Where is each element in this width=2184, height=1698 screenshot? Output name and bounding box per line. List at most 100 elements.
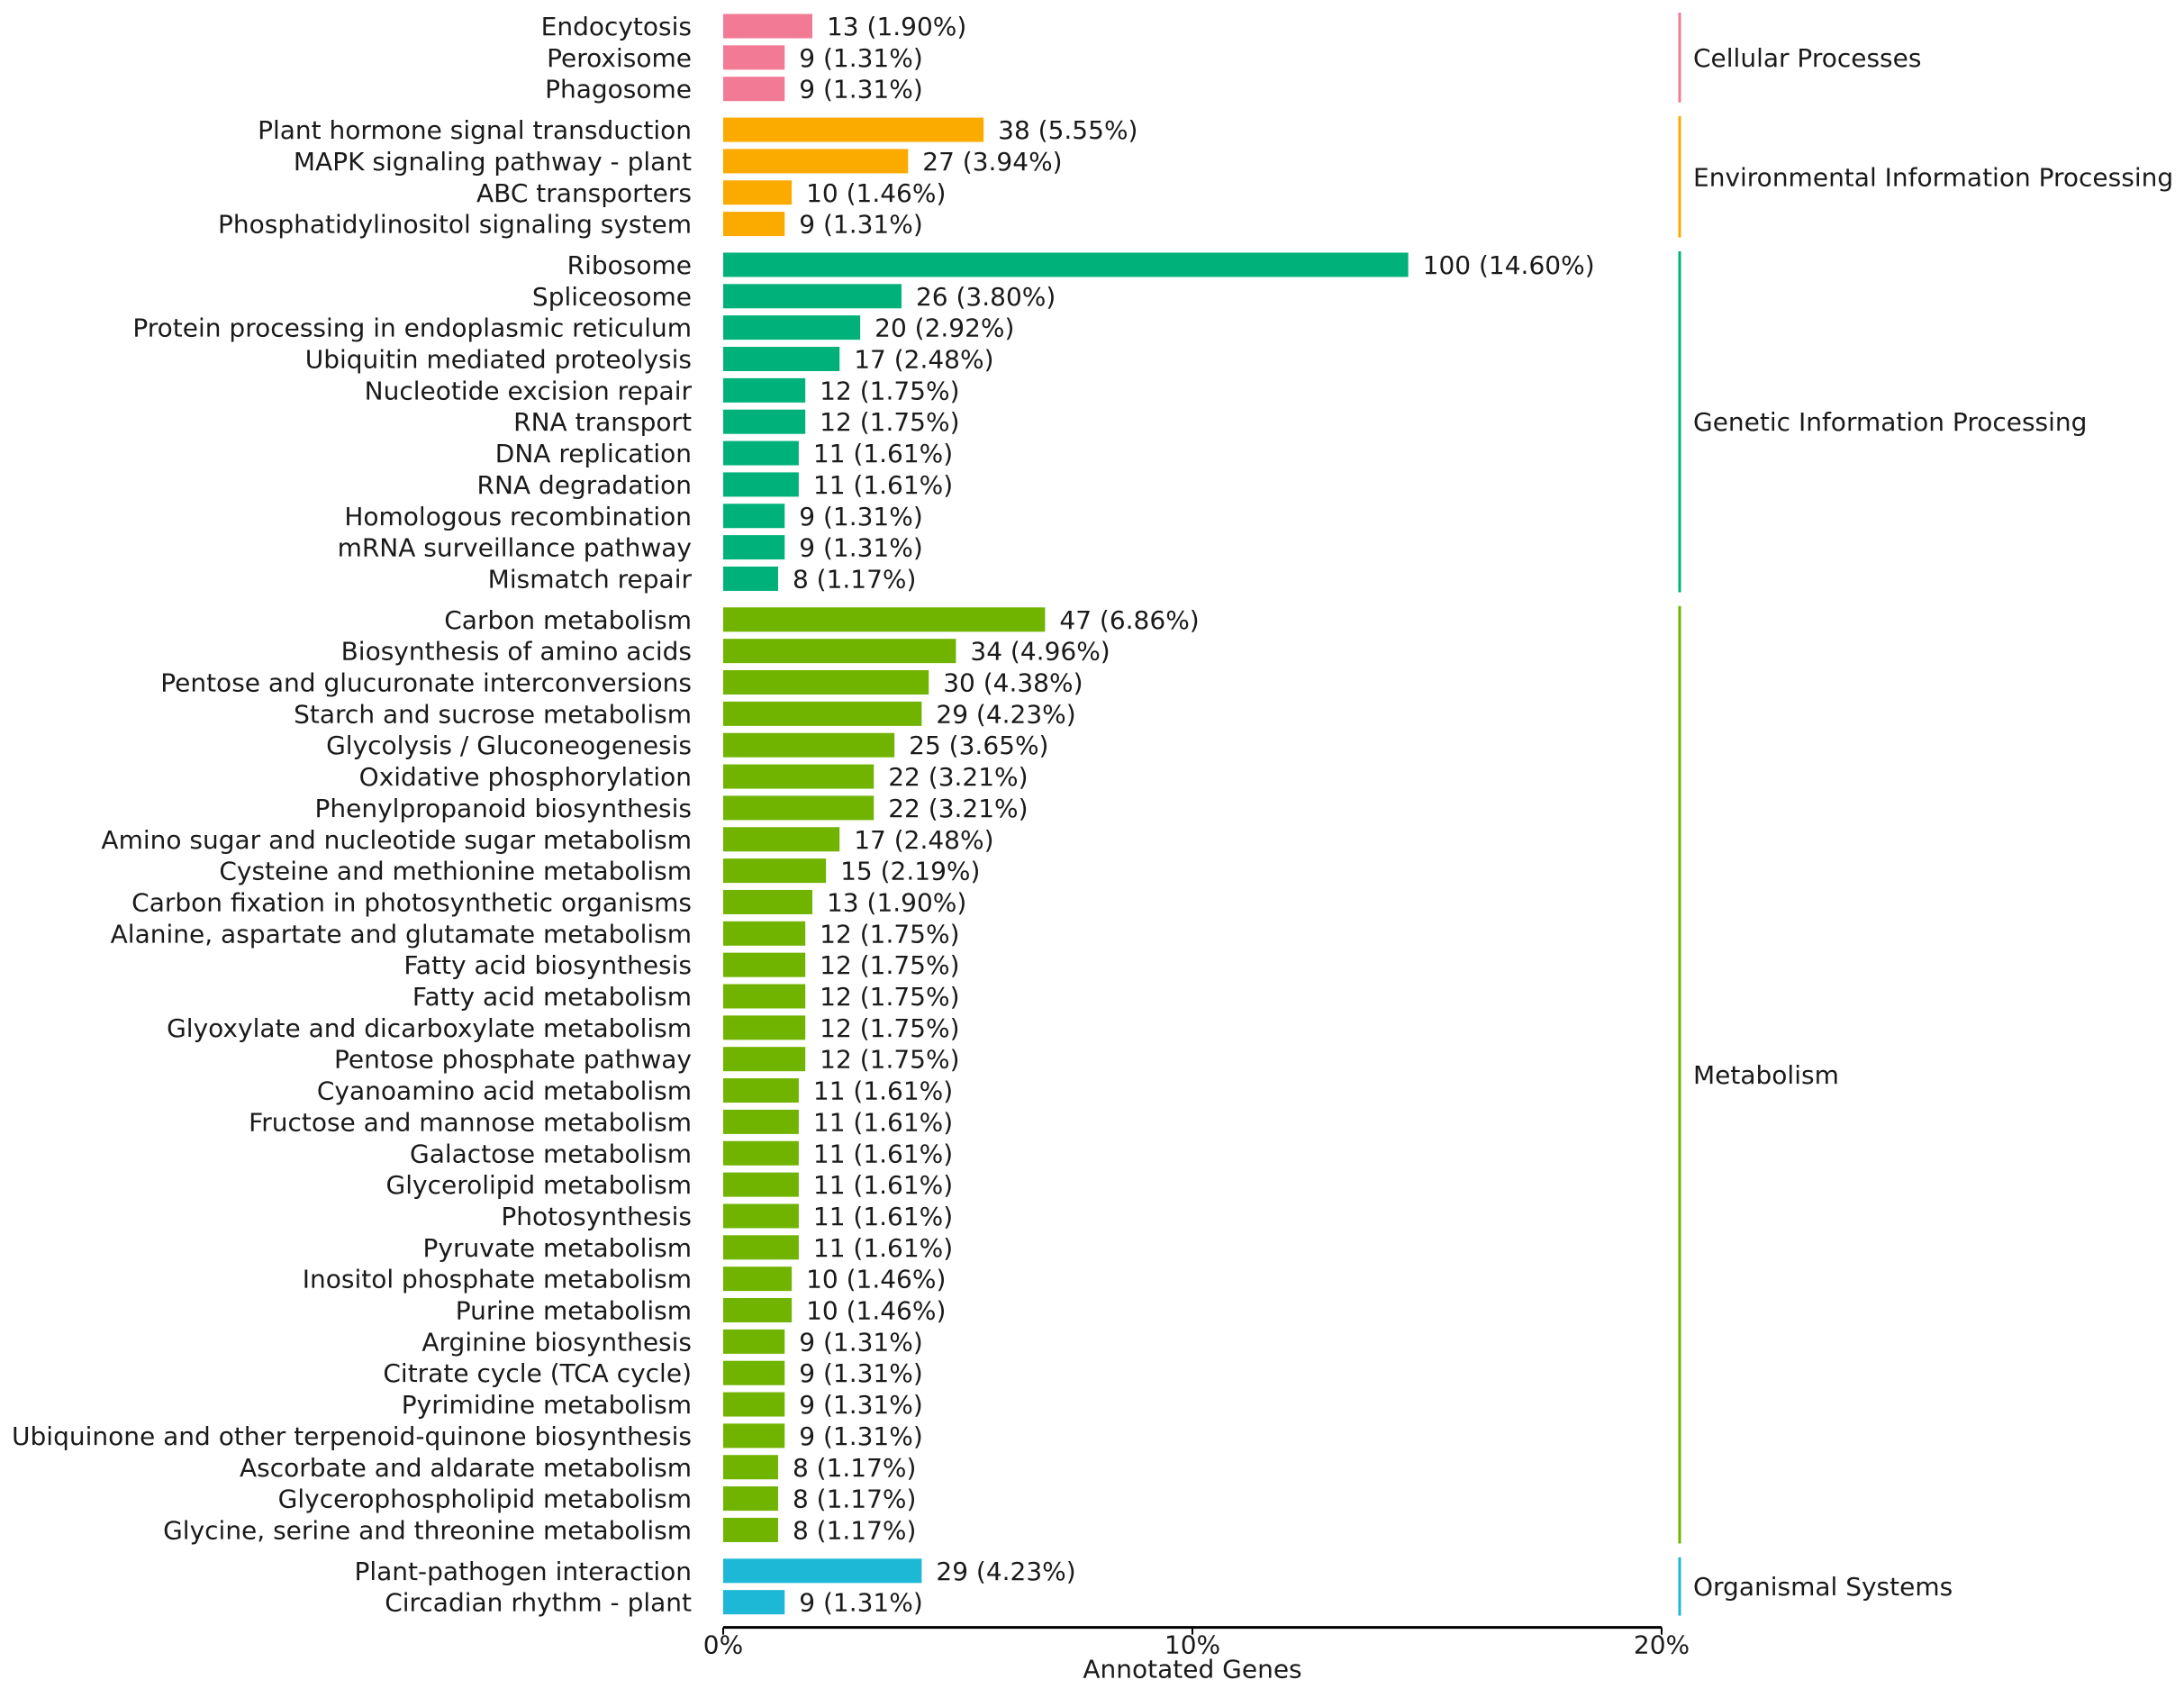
bar — [723, 889, 812, 914]
value-label: 12 (1.75%) — [820, 407, 959, 437]
value-label: 9 (1.31%) — [799, 533, 923, 563]
category-label: Citrate cycle (TCA cycle) — [383, 1358, 692, 1388]
bar — [723, 1235, 799, 1260]
bar — [723, 1047, 806, 1072]
category-label: Purine metabolism — [456, 1296, 692, 1326]
value-label: 10 (1.46%) — [806, 1296, 946, 1326]
bar — [723, 1517, 778, 1542]
group-label: Cellular Processes — [1693, 43, 1921, 73]
category-label: Plant-pathogen interaction — [354, 1557, 692, 1586]
bar — [723, 504, 785, 529]
value-label: 8 (1.17%) — [793, 1515, 917, 1545]
category-label: Pentose and glucuronate interconversions — [160, 668, 692, 698]
value-label: 38 (5.55%) — [998, 115, 1137, 145]
category-label: Carbon fixation in photosynthetic organi… — [131, 887, 692, 917]
category-label: Endocytosis — [541, 12, 692, 41]
category-label: Starch and sucrose metabolism — [294, 699, 692, 729]
bar — [723, 1172, 799, 1197]
value-label: 12 (1.75%) — [820, 982, 959, 1012]
value-label: 26 (3.80%) — [916, 282, 1056, 312]
category-label: Fructose and mannose metabolism — [249, 1107, 692, 1137]
category-label: Ubiquinone and other terpenoid-quinone b… — [12, 1421, 692, 1451]
category-label: Biosynthesis of amino acids — [341, 637, 692, 667]
bar — [723, 252, 1409, 277]
value-label: 11 (1.61%) — [813, 439, 953, 468]
bar — [723, 827, 840, 852]
category-label: Protein processing in endoplasmic reticu… — [132, 313, 692, 343]
category-label: Pyruvate metabolism — [422, 1233, 692, 1263]
value-label: 12 (1.75%) — [820, 1013, 959, 1043]
bar — [723, 117, 984, 142]
value-label: 11 (1.61%) — [813, 1170, 953, 1200]
category-label: Cysteine and methionine metabolism — [219, 857, 692, 886]
bar — [723, 1298, 793, 1322]
value-label: 15 (2.19%) — [840, 857, 980, 886]
category-label: Mismatch repair — [488, 564, 693, 594]
category-label: Fatty acid biosynthesis — [403, 950, 692, 980]
value-label: 11 (1.61%) — [813, 470, 953, 500]
bar — [723, 149, 909, 174]
bar — [723, 440, 799, 466]
bar — [723, 1109, 799, 1134]
value-label: 8 (1.17%) — [793, 1453, 917, 1483]
x-tick-label: 20% — [1634, 1630, 1690, 1660]
category-label: Carbon metabolism — [444, 605, 692, 635]
bar — [723, 1015, 806, 1040]
bar — [723, 1360, 785, 1385]
value-label: 9 (1.31%) — [799, 43, 923, 73]
bar — [723, 1140, 799, 1166]
category-label: Ubiquitin mediated proteolysis — [305, 345, 692, 375]
value-label: 34 (4.96%) — [970, 637, 1110, 667]
value-label: 9 (1.31%) — [799, 1327, 923, 1357]
value-label: 29 (4.23%) — [936, 1557, 1075, 1586]
bar — [723, 315, 861, 341]
category-label: Amino sugar and nucleotide sugar metabol… — [101, 825, 692, 855]
bar — [723, 1455, 778, 1480]
category-label: Glycerophospholipid metabolism — [278, 1485, 692, 1514]
bar — [723, 14, 812, 39]
value-label: 27 (3.94%) — [922, 147, 1062, 177]
value-label: 10 (1.46%) — [806, 178, 946, 208]
category-label: Phosphatidylinositol signaling system — [218, 210, 692, 240]
bar — [723, 1423, 785, 1448]
value-label: 12 (1.75%) — [820, 950, 959, 980]
category-label: Fatty acid metabolism — [412, 982, 692, 1012]
category-label: Glyoxylate and dicarboxylate metabolism — [167, 1013, 692, 1043]
value-label: 8 (1.17%) — [793, 564, 917, 594]
category-label: Photosynthesis — [501, 1202, 692, 1231]
bar — [723, 1558, 922, 1584]
category-label: RNA degradation — [477, 470, 692, 500]
value-label: 11 (1.61%) — [813, 1233, 953, 1263]
value-label: 17 (2.48%) — [854, 345, 993, 375]
category-label: Alanine, aspartate and glutamate metabol… — [111, 919, 692, 949]
value-label: 12 (1.75%) — [820, 1045, 959, 1075]
bar — [723, 921, 806, 946]
bars-layer: Endocytosis 13 (1.90%) Peroxisome 9 (1.31%)… — [12, 12, 1595, 1618]
value-label: 13 (1.90%) — [827, 887, 966, 917]
category-label: Ascorbate and aldarate metabolism — [240, 1453, 692, 1483]
category-label: Nucleotide excision repair — [365, 376, 693, 405]
bar — [723, 1486, 778, 1512]
bar — [723, 472, 799, 497]
category-label: Oxidative phosphorylation — [359, 762, 692, 792]
bar — [723, 377, 806, 403]
bar — [723, 1590, 785, 1615]
value-label: 9 (1.31%) — [799, 210, 923, 240]
bar — [723, 77, 785, 102]
value-label: 9 (1.31%) — [799, 1421, 923, 1451]
bar — [723, 1078, 799, 1103]
bar — [723, 1203, 799, 1229]
category-label: Arginine biosynthesis — [421, 1327, 692, 1357]
bar — [723, 566, 778, 591]
value-label: 30 (4.38%) — [943, 668, 1083, 698]
value-label: 9 (1.31%) — [799, 75, 923, 104]
category-label: Glycolysis / Gluconeogenesis — [326, 731, 692, 760]
value-label: 11 (1.61%) — [813, 1139, 953, 1168]
category-label: Phagosome — [545, 75, 692, 104]
category-label: mRNA surveillance pathway — [338, 533, 692, 563]
value-label: 11 (1.61%) — [813, 1202, 953, 1231]
bar — [723, 795, 875, 821]
bar — [723, 984, 806, 1009]
category-label: Circadian rhythm - plant — [385, 1588, 692, 1618]
